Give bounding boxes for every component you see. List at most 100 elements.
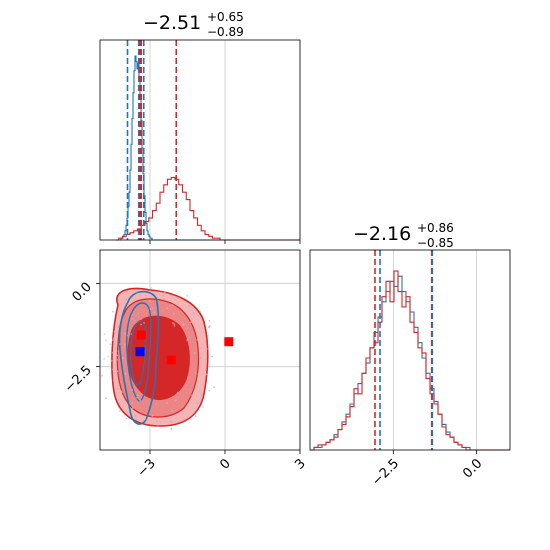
title-param2-value: −2.16: [353, 223, 411, 245]
scatter-dot: [112, 351, 114, 354]
scatter-dot: [187, 338, 189, 340]
title-param1-plus: +0.65: [207, 10, 244, 24]
scatter-dot: [103, 333, 106, 336]
marker-square: [136, 330, 146, 340]
scatter-dot: [189, 388, 191, 391]
blue-contour-inner: [130, 320, 147, 386]
title-param1-minus: −0.89: [207, 25, 244, 39]
scatter-dot: [186, 327, 189, 330]
marginal-param2-panel: [309, 249, 511, 451]
scatter-dot: [104, 339, 107, 342]
scatter-dot: [163, 298, 165, 301]
joint-scatter-dots: [101, 287, 215, 430]
scatter-dot: [119, 343, 121, 345]
scatter-dot: [208, 320, 211, 322]
x-tick-label: 0.0: [460, 456, 485, 481]
scatter-dot: [172, 313, 175, 315]
scatter-dot: [196, 402, 199, 405]
scatter-dot: [177, 302, 180, 305]
scatter-dot: [115, 373, 118, 376]
scatter-dot: [206, 348, 208, 350]
scatter-dot: [136, 292, 139, 295]
scatter-dot: [200, 393, 203, 396]
scatter-dot: [112, 368, 114, 371]
scatter-dot: [103, 358, 106, 360]
scatter-dot: [196, 338, 199, 341]
scatter-dot: [207, 335, 209, 337]
scatter-dot: [186, 294, 188, 297]
scatter-dot: [148, 300, 151, 303]
scatter-dot: [155, 420, 158, 423]
scatter-dot: [146, 419, 148, 421]
scatter-dot: [140, 323, 142, 326]
scatter-dot: [139, 399, 142, 402]
scatter-dot: [112, 337, 115, 340]
scatter-dot: [199, 310, 202, 313]
scatter-dot: [160, 289, 163, 292]
y-tick-label: 0.0: [70, 280, 95, 305]
scatter-dot: [112, 379, 115, 382]
scatter-dot: [200, 356, 202, 359]
title-param2-plus: +0.86: [417, 221, 454, 235]
scatter-dot: [121, 357, 124, 360]
scatter-dot: [199, 343, 202, 346]
scatter-dot: [194, 312, 197, 315]
scatter-dot: [144, 294, 147, 297]
scatter-dot: [149, 308, 152, 310]
scatter-dot: [185, 384, 188, 387]
x-tick-label: 0: [217, 456, 233, 472]
scatter-dot: [173, 323, 176, 326]
scatter-dot: [137, 394, 139, 397]
x-tick-label: 3: [292, 456, 308, 472]
scatter-dot: [172, 322, 174, 324]
scatter-dot: [137, 312, 140, 315]
scatter-dot: [208, 325, 211, 327]
scatter-dot: [182, 323, 185, 326]
scatter-dot: [201, 388, 204, 391]
scatter-dot: [202, 406, 205, 408]
marginal-param2-frame: [309, 249, 511, 451]
scatter-dot: [208, 326, 211, 329]
scatter-dot: [130, 317, 133, 320]
scatter-dot: [211, 355, 214, 358]
scatter-dot: [131, 402, 133, 405]
scatter-dot: [116, 358, 119, 361]
scatter-dot: [192, 312, 195, 314]
scatter-dot: [161, 309, 164, 312]
scatter-dot: [190, 394, 193, 397]
scatter-dot: [193, 352, 196, 354]
x-tick-label: −3: [135, 456, 159, 480]
scatter-dot: [140, 318, 143, 321]
scatter-dot: [162, 294, 165, 297]
param1-red-hist: [115, 176, 300, 241]
marginal-param1-panel: [99, 39, 301, 241]
scatter-dot: [155, 403, 157, 405]
blue-contour-mid: [126, 302, 152, 402]
scatter-dot: [150, 287, 153, 290]
scatter-dot: [113, 342, 115, 345]
scatter-dot: [116, 370, 119, 373]
scatter-dot: [177, 396, 180, 399]
scatter-dot: [142, 420, 145, 422]
scatter-dot: [176, 391, 179, 394]
scatter-dot: [193, 371, 196, 374]
scatter-dot: [143, 322, 146, 324]
scatter-dot: [134, 415, 137, 417]
scatter-dot: [149, 293, 152, 296]
scatter-dot: [135, 418, 138, 421]
scatter-dot: [170, 427, 173, 430]
scatter-dot: [156, 425, 159, 428]
scatter-dot: [208, 389, 211, 392]
scatter-dot: [113, 330, 116, 333]
scatter-dot: [111, 339, 114, 341]
scatter-dot: [153, 311, 155, 314]
scatter-dot: [125, 417, 128, 420]
scatter-dot: [126, 334, 129, 337]
scatter-dot: [204, 369, 207, 371]
title-param2-minus: −0.85: [417, 236, 454, 250]
scatter-dot: [173, 325, 176, 327]
scatter-dot: [107, 355, 110, 358]
scatter-dot: [188, 304, 190, 307]
scatter-dot: [151, 415, 154, 417]
param1-blue-hist: [120, 55, 300, 241]
